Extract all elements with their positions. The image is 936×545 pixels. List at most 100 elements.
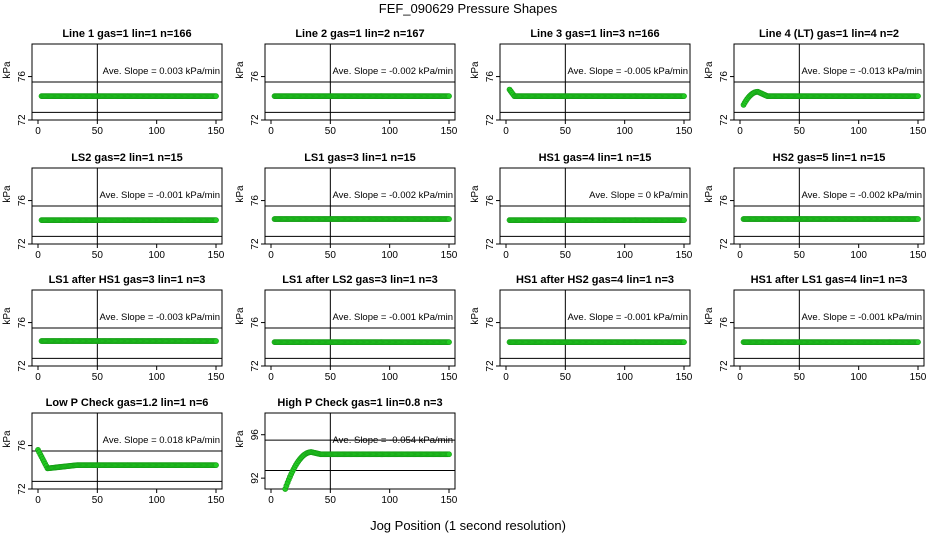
y-tick-label: 76 — [250, 195, 261, 207]
y-axis-label: kPa — [2, 307, 13, 325]
y-axis-label: kPa — [235, 61, 246, 79]
y-tick-label: 76 — [719, 71, 730, 83]
data-series — [506, 86, 687, 100]
y-axis-label: kPa — [2, 185, 13, 203]
data-series — [506, 217, 687, 224]
chart-panel-6: LS1 gas=3 lin=1 n=15 0 50 100 150 72 76 kPa Ave.… — [235, 152, 458, 261]
x-tick-label: 100 — [148, 495, 165, 506]
x-tick-label: 150 — [208, 126, 225, 137]
y-tick-label: 72 — [485, 360, 496, 372]
y-tick-label: 72 — [17, 114, 28, 126]
x-tick-label: 0 — [35, 126, 41, 137]
data-series — [282, 449, 452, 492]
y-tick-label: 72 — [719, 360, 730, 372]
y-axis-label: kPa — [235, 185, 246, 203]
slope-annotation: Ave. Slope = -0.001 kPa/min — [333, 312, 454, 323]
x-tick-label: 0 — [35, 495, 41, 506]
x-tick-label: 150 — [441, 250, 458, 261]
y-tick-label: 72 — [485, 238, 496, 250]
data-series — [271, 93, 452, 100]
x-tick-label: 100 — [616, 126, 633, 137]
x-tick-label: 150 — [910, 250, 927, 261]
x-tick-label: 0 — [268, 126, 274, 137]
page-title: FEF_090629 Pressure Shapes — [378, 1, 558, 16]
chart-panel-1: Line 1 gas=1 lin=1 n=166 0 50 100 150 72 76 kPa… — [2, 28, 225, 137]
slope-annotation: Ave. Slope = -0.001 kPa/min — [802, 312, 923, 323]
y-axis-label: kPa — [235, 307, 246, 325]
data-series — [740, 216, 921, 222]
panel-title: Line 1 gas=1 lin=1 n=166 — [62, 28, 191, 40]
y-axis-label: kPa — [470, 61, 481, 79]
y-tick-label: 76 — [250, 317, 261, 329]
y-tick-label: 72 — [719, 238, 730, 250]
x-tick-label: 0 — [268, 250, 274, 261]
slope-annotation: Ave. Slope = 0.018 kPa/min — [103, 435, 220, 446]
x-tick-label: 100 — [616, 250, 633, 261]
y-axis-label: kPa — [704, 185, 715, 203]
y-tick-label: 76 — [485, 195, 496, 207]
panel-title: LS1 after LS2 gas=3 lin=1 n=3 — [282, 274, 438, 286]
x-tick-label: 0 — [737, 372, 743, 383]
data-series — [740, 339, 921, 346]
panel-title: HS2 gas=5 lin=1 n=15 — [773, 152, 886, 164]
data-point — [213, 217, 219, 224]
y-axis-label: kPa — [704, 307, 715, 325]
data-point — [446, 339, 452, 346]
x-tick-label: 100 — [148, 372, 165, 383]
y-tick-label: 72 — [17, 238, 28, 250]
x-tick-label: 50 — [560, 126, 572, 137]
chart-panel-11: HS1 after HS2 gas=4 lin=1 n=3 0 50 100 150 72… — [470, 274, 693, 383]
data-series — [38, 338, 219, 344]
data-point — [681, 339, 687, 346]
data-point — [681, 217, 687, 224]
x-tick-label: 150 — [910, 126, 927, 137]
chart-panel-9: LS1 after HS1 gas=3 lin=1 n=3 0 50 100 150 72… — [2, 274, 225, 383]
y-tick-label: 76 — [17, 440, 28, 452]
data-point — [915, 339, 921, 346]
x-tick-label: 100 — [616, 372, 633, 383]
y-tick-label: 72 — [250, 114, 261, 126]
x-tick-label: 50 — [794, 126, 806, 137]
x-tick-label: 0 — [268, 495, 274, 506]
x-tick-label: 0 — [503, 126, 509, 137]
x-tick-label: 50 — [325, 495, 337, 506]
y-tick-label: 76 — [719, 195, 730, 207]
slope-annotation: Ave. Slope = -0.001 kPa/min — [100, 190, 221, 201]
y-tick-label: 92 — [250, 472, 261, 484]
data-point — [213, 338, 219, 344]
panel-title: LS1 gas=3 lin=1 n=15 — [304, 152, 416, 164]
panel-title: LS2 gas=2 lin=1 n=15 — [71, 152, 183, 164]
x-tick-label: 0 — [268, 372, 274, 383]
x-tick-label: 150 — [910, 372, 927, 383]
x-tick-label: 150 — [676, 126, 693, 137]
chart-panel-10: LS1 after LS2 gas=3 lin=1 n=3 0 50 100 150 72… — [235, 274, 458, 383]
y-axis-label: kPa — [704, 61, 715, 79]
x-tick-label: 150 — [208, 495, 225, 506]
chart-panel-8: HS2 gas=5 lin=1 n=15 0 50 100 150 72 76 kPa Ave.… — [704, 152, 927, 261]
x-tick-label: 100 — [850, 372, 867, 383]
x-tick-label: 150 — [441, 126, 458, 137]
x-tick-label: 0 — [503, 372, 509, 383]
panel-title: HS1 after LS1 gas=4 lin=1 n=3 — [751, 274, 908, 286]
slope-annotation: Ave. Slope = -0.001 kPa/min — [568, 312, 689, 323]
slope-annotation: Ave. Slope = -0.002 kPa/min — [333, 66, 454, 77]
y-tick-label: 72 — [485, 114, 496, 126]
data-point — [446, 93, 452, 100]
y-axis-label: kPa — [2, 430, 13, 448]
y-tick-label: 96 — [250, 429, 261, 441]
chart-panel-13: Low P Check gas=1.2 lin=1 n=6 0 50 100 150 72… — [2, 397, 225, 506]
slope-annotation: Ave. Slope = -0.003 kPa/min — [100, 312, 221, 323]
chart-panel-5: LS2 gas=2 lin=1 n=15 0 50 100 150 72 76 kPa Ave.… — [2, 152, 225, 261]
y-tick-label: 72 — [17, 483, 28, 495]
data-series — [38, 217, 219, 224]
data-series — [35, 447, 219, 472]
panel-title: HS1 gas=4 lin=1 n=15 — [539, 152, 652, 164]
data-point — [446, 216, 452, 222]
x-tick-label: 100 — [148, 250, 165, 261]
slope-annotation: Ave. Slope = -0.005 kPa/min — [568, 66, 689, 77]
chart-panel-3: Line 3 gas=1 lin=3 n=166 0 50 100 150 72 76 kPa… — [470, 28, 693, 137]
x-tick-label: 50 — [794, 372, 806, 383]
panel-title: Line 3 gas=1 lin=3 n=166 — [530, 28, 659, 40]
x-tick-label: 50 — [325, 126, 337, 137]
chart-panel-12: HS1 after LS1 gas=4 lin=1 n=3 0 50 100 150 72… — [704, 274, 927, 383]
